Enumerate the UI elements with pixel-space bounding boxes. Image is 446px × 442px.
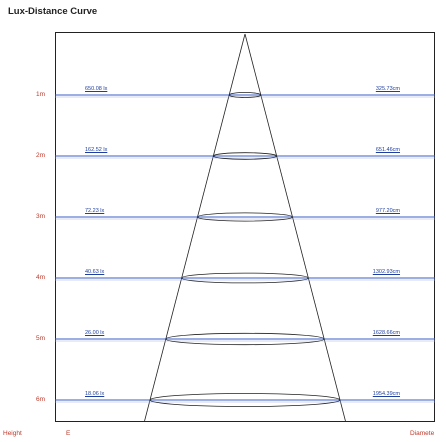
chart-title: Lux-Distance Curve: [8, 6, 98, 17]
level-height-label: 6m: [36, 396, 46, 403]
beam-spot-ellipse: [181, 272, 309, 284]
level-lux-value: 18.06 lx: [85, 391, 105, 397]
level-diameter-value: 1628.66cm: [372, 330, 400, 336]
beam-spot-ellipse: [149, 393, 341, 407]
level-height-label: 1m: [36, 91, 46, 98]
level-lux-value: 40.63 lx: [85, 269, 105, 275]
chart-frame: [55, 32, 435, 422]
level-diameter-value: 1302.93cm: [372, 269, 400, 275]
level-diameter-value: 325.73cm: [375, 86, 400, 92]
level-height-label: 3m: [36, 213, 46, 220]
level-lux-value: 72.23 lx: [85, 208, 105, 214]
cone-left-edge: [144, 33, 246, 422]
level-lux-value: 650.08 lx: [85, 86, 108, 92]
beam-spot-ellipse: [212, 152, 278, 160]
cone-right-edge: [244, 33, 346, 422]
diameter-axis-label: Diamete: [410, 430, 435, 437]
level-height-label: 2m: [36, 152, 46, 159]
level-diameter-value: 651.46cm: [375, 147, 400, 153]
beam-spot-ellipse: [165, 332, 325, 346]
beam-spot-ellipse: [197, 212, 293, 222]
beam-spot-ellipse: [228, 92, 262, 98]
lux-axis-label: E: [66, 430, 71, 437]
level-diameter-value: 977.20cm: [375, 208, 400, 214]
height-axis-label: Height: [3, 430, 22, 437]
level-lux-value: 26.00 lx: [85, 330, 105, 336]
level-height-label: 4m: [36, 274, 46, 281]
level-height-label: 5m: [36, 335, 46, 342]
level-lux-value: 162.52 lx: [85, 147, 108, 153]
level-diameter-value: 1954.39cm: [372, 391, 400, 397]
